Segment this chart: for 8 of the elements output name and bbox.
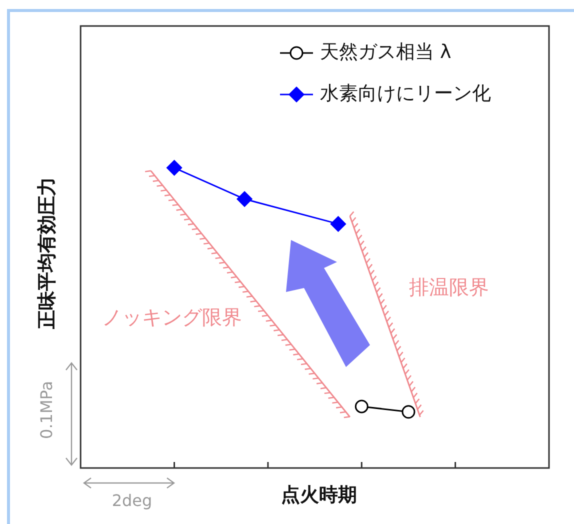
series-label: ノッキング限界 [102, 305, 242, 330]
legend-label: 天然ガス相当 λ [320, 40, 452, 63]
legend-label: 排温限界 [409, 275, 489, 300]
y-axis-title: 正味平均有効圧力 [36, 177, 58, 330]
x-axis-title: 点火時期 [281, 484, 357, 506]
text: 2deg [112, 491, 152, 510]
text: 0.1MPa [37, 381, 56, 439]
legend-label: 水素向けにリーン化 [320, 82, 491, 104]
